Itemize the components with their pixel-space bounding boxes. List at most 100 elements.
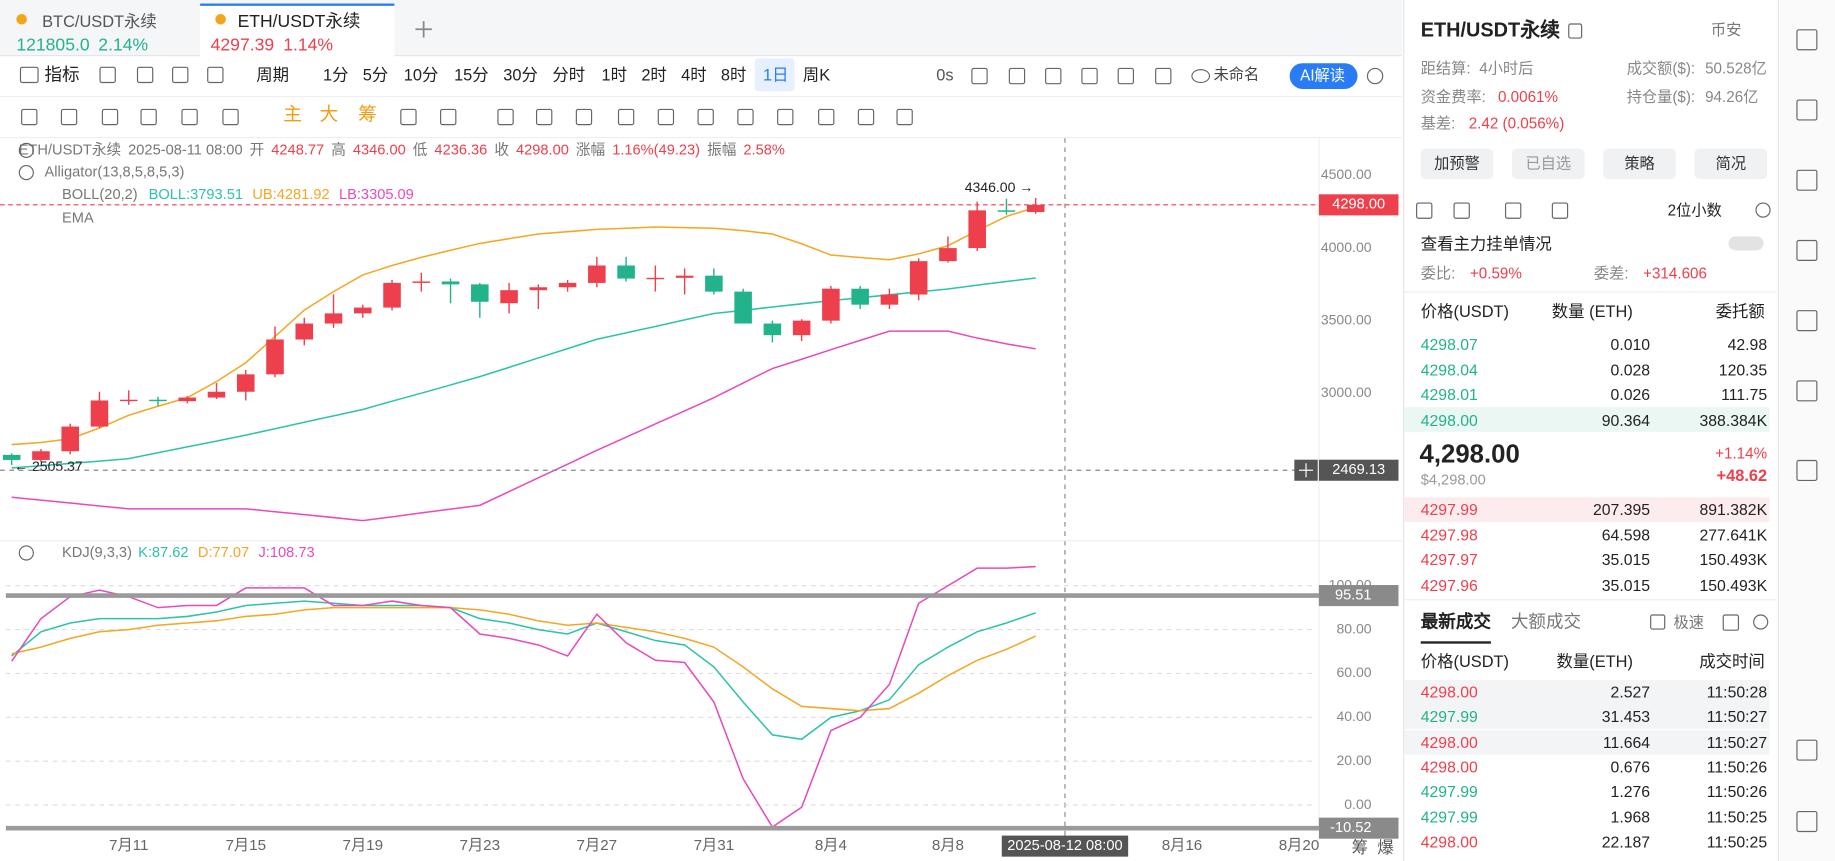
interval-button[interactable]: 1时 — [601, 65, 628, 85]
sidebar-button-label[interactable]: 已自选 — [1525, 154, 1572, 173]
interval-button[interactable]: 周K — [802, 65, 831, 85]
stat-value: 94.26亿 — [1705, 87, 1759, 106]
y-tick-label: 4000.00 — [1321, 239, 1372, 255]
coin-icon — [16, 14, 27, 25]
candle-body — [763, 323, 782, 336]
icon — [1416, 202, 1433, 219]
toolbar-divider — [0, 95, 1402, 98]
period-button[interactable]: 周期 — [256, 65, 290, 85]
crosshair-y-box — [1318, 459, 1399, 481]
ob-price: 4297.98 — [1420, 526, 1478, 544]
interval-button[interactable]: 4时 — [681, 65, 707, 85]
indicator-line — [11, 606, 1037, 712]
sidebar-button-label[interactable]: 策略 — [1624, 154, 1655, 173]
timer: 0s — [936, 65, 954, 85]
candle-body — [90, 400, 109, 427]
sidebar-button-label[interactable]: 简况 — [1715, 154, 1747, 173]
trade-header: 成交时间 — [1699, 651, 1765, 671]
trade-time: 11:50:27 — [1706, 733, 1768, 751]
indicator-line — [11, 277, 1036, 469]
y-tick-label: 20.00 — [1336, 752, 1371, 768]
y-tick-label: 0.00 — [1344, 796, 1372, 812]
bottom-button[interactable]: 筹 — [1351, 837, 1369, 857]
sidebar-button-label[interactable]: 加预警 — [1434, 154, 1480, 173]
legend-alligator: Alligator(13,8,5,8,5,3) — [44, 163, 185, 181]
y-tick-label: 4500.00 — [1321, 166, 1372, 182]
ob-qty: 35.015 — [1601, 551, 1651, 569]
drawing-tool[interactable]: 筹 — [358, 105, 377, 126]
bottom-button[interactable]: 爆 — [1377, 837, 1394, 857]
interval-button[interactable]: 30分 — [503, 65, 538, 85]
active-tab[interactable] — [200, 3, 395, 58]
icon — [440, 108, 457, 126]
legend-row: K:87.62 D:77.07 J:108.73 — [138, 545, 315, 560]
layout-name[interactable]: 未命名 — [1213, 65, 1260, 84]
ob-qty: 0.026 — [1610, 386, 1651, 404]
icon — [617, 108, 635, 126]
tab[interactable]: BTC/USDT永续 — [42, 11, 157, 31]
icon — [1796, 169, 1818, 191]
candle-body — [909, 261, 928, 295]
icon — [1753, 614, 1769, 630]
ai-label[interactable]: AI解读 — [1300, 66, 1345, 85]
legend-key: 高 — [331, 141, 346, 158]
legend-entry: J:108.73 — [258, 544, 315, 561]
drawing-tool[interactable]: 主 — [283, 105, 302, 126]
legend-time: 2025-08-11 08:00 — [128, 141, 243, 158]
legend-entry: K:87.62 — [138, 544, 189, 561]
ob-price: 4298.01 — [1420, 386, 1478, 404]
icon — [1796, 310, 1818, 332]
stat-value: 50.528亿 — [1705, 59, 1767, 78]
icon — [181, 108, 198, 126]
trade-tab[interactable]: 大额成交 — [1510, 612, 1582, 632]
icon — [1796, 739, 1818, 761]
icon — [1796, 459, 1818, 481]
indicator-line — [11, 600, 1036, 741]
icon — [857, 108, 875, 126]
icon — [222, 108, 239, 126]
trade-price: 4297.99 — [1420, 783, 1478, 801]
toolbar-divider — [0, 136, 1402, 139]
sidebar-button[interactable] — [1420, 148, 1494, 180]
interval-button[interactable]: 15分 — [454, 65, 489, 85]
ai-button[interactable] — [1289, 63, 1358, 89]
candle-body — [61, 426, 79, 452]
indicator-button[interactable]: 指标 — [44, 65, 80, 86]
legend-boll: BOLL(20,2) — [62, 186, 138, 203]
crosshair-x-label: 2025-08-12 08:00 — [1007, 838, 1122, 854]
interval-button[interactable]: 8时 — [720, 65, 747, 85]
trade-qty: 11.664 — [1602, 733, 1651, 751]
icon — [737, 108, 754, 126]
icon — [1722, 614, 1740, 631]
sidebar-button[interactable] — [1603, 148, 1676, 180]
tab[interactable]: ETH/USDT永续 — [237, 11, 361, 32]
candle-body — [354, 307, 372, 314]
drawing-tool[interactable]: 大 — [319, 105, 339, 126]
fast-toggle[interactable]: 极速 — [1673, 613, 1704, 631]
ob-price: 4297.97 — [1420, 551, 1478, 569]
legend-value: 4346.00 — [352, 141, 406, 158]
candle-body — [880, 294, 899, 305]
icon-column — [1777, 0, 1835, 861]
interval-button[interactable]: 5分 — [362, 65, 389, 85]
candle-body — [324, 313, 343, 324]
trade-tab[interactable]: 最新成交 — [1420, 612, 1491, 632]
x-tick-label: 7月23 — [460, 837, 501, 854]
y-tick-label: 40.00 — [1336, 708, 1371, 724]
ob-price: 4298.00 — [1420, 411, 1478, 429]
sidebar-button[interactable] — [1694, 148, 1768, 180]
candle-body — [2, 454, 21, 460]
interval-button[interactable]: 1分 — [322, 65, 349, 85]
candle-body — [500, 290, 518, 304]
candle-body — [236, 374, 255, 392]
legend-entry: BOLL:3793.51 — [148, 186, 243, 203]
interval-button[interactable]: 分时 — [552, 65, 586, 85]
ob-header: 委托额 — [1715, 301, 1765, 321]
interval-button[interactable]: 10分 — [403, 65, 439, 85]
trade-price: 4298.00 — [1420, 733, 1478, 751]
interval-button[interactable]: 2时 — [641, 65, 667, 85]
divider — [1404, 599, 1777, 601]
sidebar-button[interactable] — [1512, 148, 1585, 180]
interval-button[interactable]: 1日 — [763, 65, 789, 85]
add-tab[interactable] — [414, 20, 433, 39]
